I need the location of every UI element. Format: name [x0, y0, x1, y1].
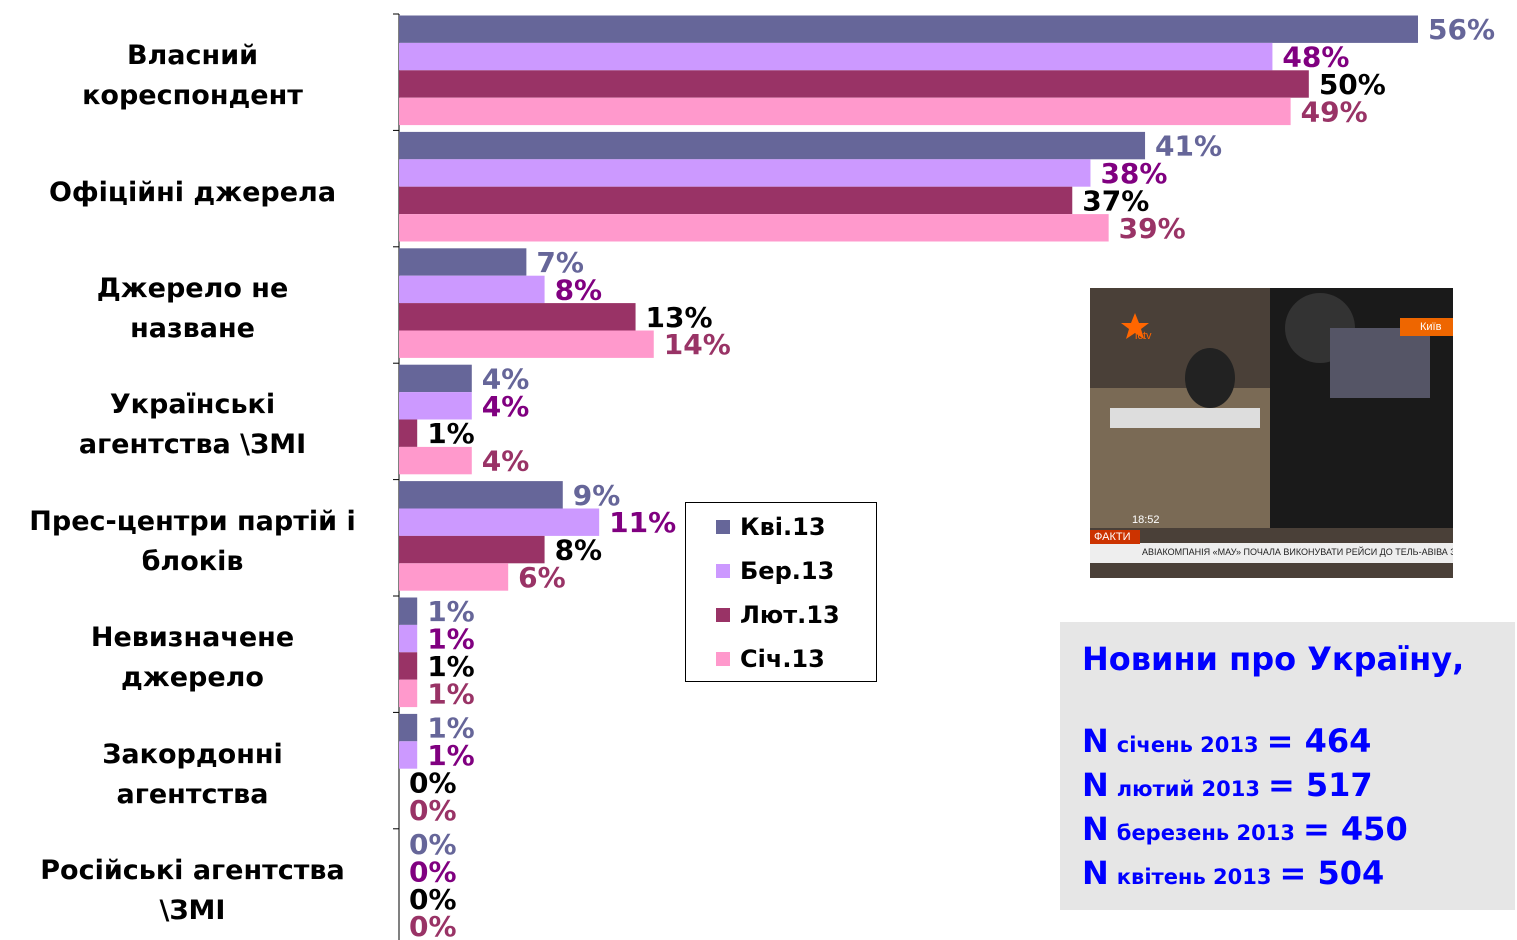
value-label: 4% — [482, 390, 530, 423]
photo-time: 18:52 — [1132, 514, 1160, 526]
bar — [399, 187, 1072, 214]
info-value: = 464 — [1267, 722, 1372, 760]
info-month: лютий 2013 — [1117, 777, 1260, 801]
legend-item: Лют.13 — [716, 601, 840, 629]
legend-swatch — [716, 652, 730, 666]
value-label: 1% — [427, 417, 475, 450]
value-label: 49% — [1301, 95, 1368, 128]
info-title: Новини про Україну, — [1082, 640, 1464, 678]
info-month: квітень 2013 — [1117, 865, 1272, 889]
category-label: Прес-центри партій і блоків — [0, 502, 385, 582]
value-label: 0% — [409, 910, 457, 940]
value-label: 1% — [427, 677, 475, 710]
category-label: Офіційні джерела — [0, 173, 385, 213]
page: 56%48%50%49%41%38%37%39%7%8%13%14%4%4%1%… — [0, 0, 1517, 940]
photo-city: Київ — [1420, 321, 1441, 333]
info-n: N — [1082, 722, 1109, 760]
bar — [399, 392, 472, 419]
bar — [399, 625, 417, 652]
value-label: 39% — [1119, 212, 1186, 245]
bar — [399, 98, 1291, 125]
photo-show: ФАКТИ — [1094, 531, 1131, 543]
bar — [399, 447, 472, 474]
bar — [399, 276, 545, 303]
info-value: = 450 — [1303, 810, 1408, 848]
value-label: 14% — [664, 328, 731, 361]
info-month: січень 2013 — [1117, 733, 1259, 757]
photo-ticker: АВІАКОМПАНІЯ «МАУ» ПОЧАЛА ВИКОНУВАТИ РЕЙ… — [1142, 547, 1453, 557]
category-label: Джерело не назване — [0, 269, 385, 349]
category-label: Невизначене джерело — [0, 618, 385, 698]
bar — [399, 714, 417, 741]
category-label: Власний кореспондент — [0, 36, 385, 116]
bar — [399, 159, 1090, 186]
bar — [399, 563, 508, 590]
info-n: N — [1082, 766, 1109, 804]
bar — [399, 536, 545, 563]
info-value: = 517 — [1268, 766, 1373, 804]
value-label: 8% — [555, 273, 603, 306]
info-month: березень 2013 — [1117, 821, 1295, 845]
bar — [399, 43, 1272, 70]
bar — [399, 214, 1109, 241]
legend-item: Бер.13 — [716, 557, 834, 585]
bar — [399, 132, 1145, 159]
photo-channel: ictv — [1135, 330, 1152, 342]
bar — [399, 741, 417, 768]
bar — [399, 248, 526, 275]
legend-label: Січ.13 — [740, 645, 825, 673]
info-n: N — [1082, 810, 1109, 848]
legend-swatch — [716, 608, 730, 622]
bar — [399, 680, 417, 707]
bar — [399, 70, 1309, 97]
value-label: 4% — [482, 445, 530, 478]
legend-label: Кві.13 — [740, 513, 826, 541]
legend-swatch — [716, 520, 730, 534]
legend-item: Кві.13 — [716, 513, 826, 541]
legend-item: Січ.13 — [716, 645, 825, 673]
info-n: N — [1082, 854, 1109, 892]
value-label: 0% — [409, 794, 457, 827]
bar — [399, 420, 417, 447]
value-label: 11% — [609, 506, 676, 539]
bar — [399, 481, 563, 508]
bar — [399, 598, 417, 625]
category-label: Російські агентства \ЗМІ — [0, 851, 385, 931]
bar — [399, 652, 417, 679]
category-label: Українські агентства \ЗМІ — [0, 385, 385, 465]
bar — [399, 365, 472, 392]
legend-label: Лют.13 — [740, 601, 840, 629]
bar — [399, 331, 654, 358]
bar — [399, 509, 599, 536]
photo: ictv Київ 18:52 ФАКТИ АВІАКОМПАНІЯ «МАУ»… — [1090, 288, 1453, 578]
legend-label: Бер.13 — [740, 557, 834, 585]
legend: Кві.13 Бер.13 Лют.13 Січ.13 — [685, 502, 877, 682]
bar — [399, 303, 636, 330]
value-label: 56% — [1428, 13, 1495, 46]
info-row: Nквітень 2013 = 504 — [1082, 854, 1384, 892]
bar — [399, 16, 1418, 43]
info-value: = 504 — [1279, 854, 1384, 892]
legend-swatch — [716, 564, 730, 578]
category-label: Закордонні агентства — [0, 735, 385, 815]
value-label: 6% — [518, 561, 566, 594]
